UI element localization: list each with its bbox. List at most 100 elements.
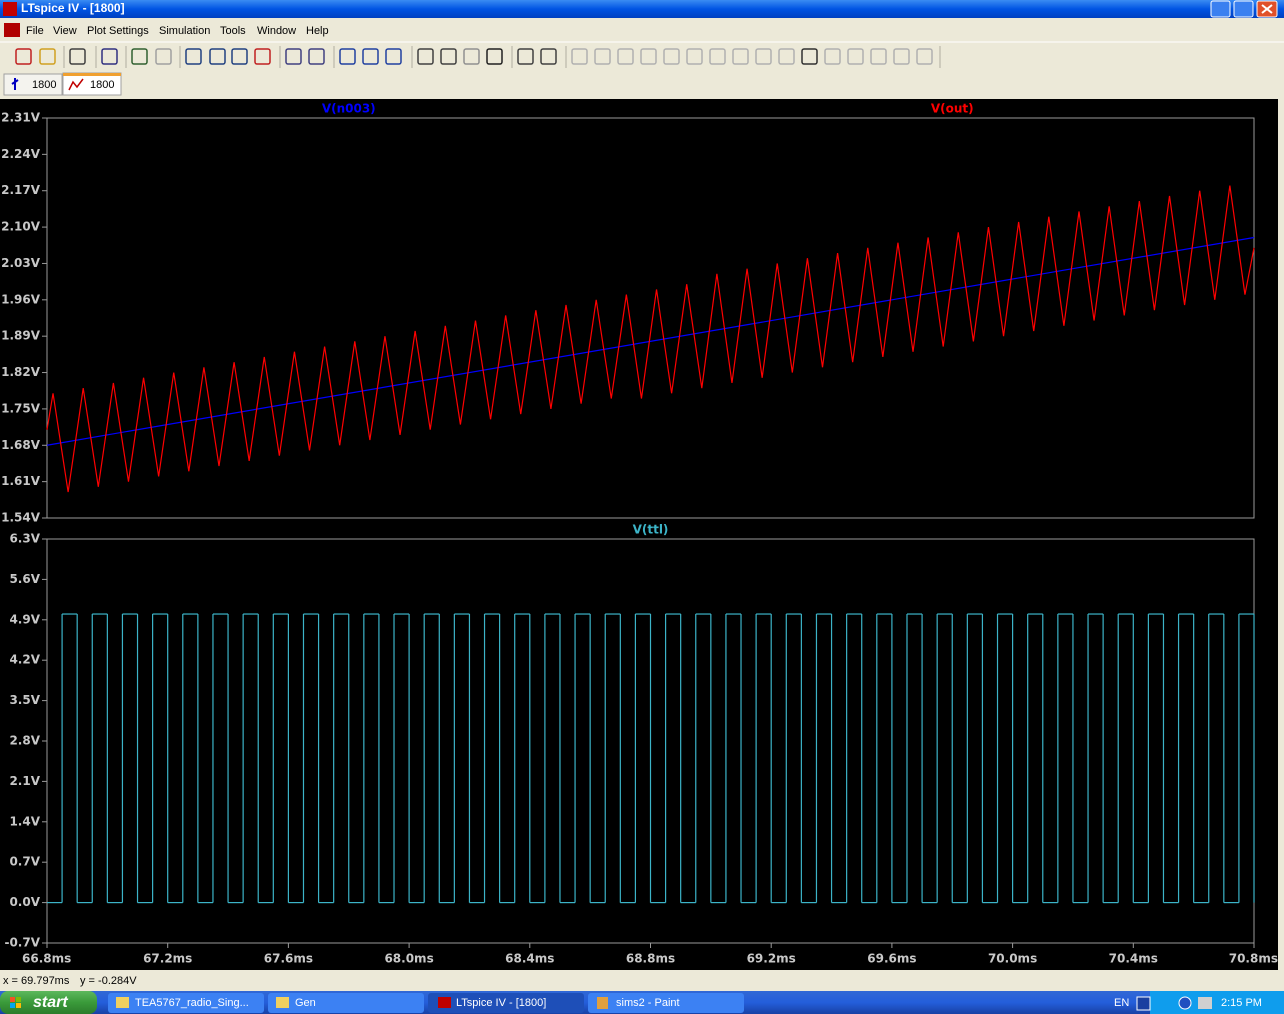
toolbar-button[interactable] <box>663 48 680 65</box>
trace <box>46 185 1255 493</box>
toolbar-button[interactable] <box>155 48 172 65</box>
toolbar-button[interactable] <box>362 48 379 65</box>
title-bar <box>0 0 1284 18</box>
menu-item[interactable]: Help <box>306 25 329 37</box>
language[interactable]: EN <box>1114 997 1129 1009</box>
x-tick-label: 68.0ms <box>384 952 433 966</box>
menu-item[interactable]: File <box>26 25 44 37</box>
task-button[interactable] <box>588 993 744 1013</box>
clock: 2:15 PM <box>1221 997 1262 1009</box>
toolbar-button[interactable] <box>285 48 302 65</box>
task-label[interactable]: sims2 - Paint <box>616 997 680 1009</box>
toolbar-button[interactable] <box>732 48 749 65</box>
status-y: y = -0.284V <box>80 975 137 987</box>
toolbar-button[interactable] <box>417 48 434 65</box>
logo <box>10 1003 15 1008</box>
toolbar-button[interactable] <box>870 48 887 65</box>
plot-frame <box>46 117 1255 519</box>
x-tick-label: 67.6ms <box>264 952 313 966</box>
tab-label[interactable]: 1800 <box>32 79 56 91</box>
menu-item[interactable]: Simulation <box>159 25 210 37</box>
toolbar-button[interactable] <box>594 48 611 65</box>
y-tick-label: 1.82V <box>1 365 41 379</box>
y-tick-label: 1.61V <box>1 474 41 488</box>
toolbar-button[interactable] <box>517 48 534 65</box>
task-label[interactable]: Gen <box>295 997 316 1009</box>
y-tick-label: 1.4V <box>9 814 40 828</box>
y-tick-label: 2.31V <box>1 111 41 125</box>
toolbar-button[interactable] <box>308 48 325 65</box>
x-tick-label: 67.2ms <box>143 952 192 966</box>
task-label[interactable]: TEA5767_radio_Sing... <box>135 997 249 1009</box>
minimize-button[interactable] <box>1210 0 1231 18</box>
help-icon[interactable] <box>1136 996 1151 1011</box>
y-tick-label: 1.96V <box>1 292 41 306</box>
plot: -0.7V 0.0V 0.7V 1.4V 2.1V 2.8V 3.5V 4.2V 4.9V 5.6… <box>4 523 1278 966</box>
tray-icon[interactable] <box>1198 997 1212 1009</box>
toolbar-button[interactable] <box>916 48 933 65</box>
toolbar-button[interactable] <box>824 48 841 65</box>
doc-icon <box>4 23 20 37</box>
y-tick-label: 6.3V <box>9 532 40 546</box>
pane-edge <box>1278 99 1284 970</box>
status-bar <box>0 971 1284 990</box>
y-tick-label: 2.24V <box>1 147 41 161</box>
start-label[interactable]: start <box>33 994 68 1011</box>
y-tick-label: -0.7V <box>4 936 40 950</box>
menu-item[interactable]: Window <box>257 25 296 37</box>
toolbar-button[interactable] <box>15 48 32 65</box>
y-tick-label: 1.75V <box>1 401 41 415</box>
toolbar-button[interactable] <box>755 48 772 65</box>
toolbar-button[interactable] <box>131 48 148 65</box>
toolbar-button[interactable] <box>185 48 202 65</box>
start-button[interactable] <box>0 991 97 1014</box>
task-button[interactable] <box>108 993 264 1013</box>
toolbar <box>0 41 1284 72</box>
tab-label[interactable]: 1800 <box>90 79 114 91</box>
y-tick-label: 0.0V <box>9 895 40 909</box>
menu-item[interactable]: Tools <box>220 25 246 37</box>
legend-label[interactable]: V(out) <box>931 102 974 116</box>
task-icon <box>438 997 451 1008</box>
toolbar-button[interactable] <box>686 48 703 65</box>
legend-label[interactable]: V(ttl) <box>633 523 669 537</box>
task-button-active[interactable] <box>428 993 584 1013</box>
legend-label[interactable]: V(n003) <box>322 102 376 116</box>
toolbar-button[interactable] <box>709 48 726 65</box>
toolbar-button[interactable] <box>801 48 818 65</box>
menu-item[interactable]: Plot Settings <box>87 25 149 37</box>
toolbar-button[interactable] <box>339 48 356 65</box>
toolbar-button[interactable] <box>69 48 86 65</box>
toolbar-button[interactable] <box>893 48 910 65</box>
toolbar-button[interactable] <box>231 48 248 65</box>
toolbar-button[interactable] <box>617 48 634 65</box>
toolbar-button[interactable] <box>39 48 56 65</box>
toolbar-button[interactable] <box>209 48 226 65</box>
tab[interactable] <box>3 73 63 96</box>
toolbar-button[interactable] <box>847 48 864 65</box>
logo <box>16 997 21 1002</box>
tray-icon[interactable] <box>1178 996 1192 1010</box>
y-tick-label: 1.54V <box>1 511 41 525</box>
toolbar-button[interactable] <box>486 48 503 65</box>
toolbar-button[interactable] <box>254 48 271 65</box>
toolbar-button[interactable] <box>440 48 457 65</box>
toolbar-button[interactable] <box>640 48 657 65</box>
task-button[interactable] <box>268 993 424 1013</box>
task-label[interactable]: LTspice IV - [1800] <box>456 997 546 1009</box>
toolbar-button[interactable] <box>101 48 118 65</box>
toolbar-button[interactable] <box>385 48 402 65</box>
toolbar-button[interactable] <box>778 48 795 65</box>
toolbar-bg <box>0 42 1284 72</box>
maximize-button[interactable] <box>1233 0 1254 18</box>
x-tick-label: 69.6ms <box>867 952 916 966</box>
toolbar-button[interactable] <box>540 48 557 65</box>
logo <box>16 1003 21 1008</box>
x-tick-label: 70.4ms <box>1109 952 1158 966</box>
close-glyph <box>1261 4 1273 14</box>
toolbar-button[interactable] <box>571 48 588 65</box>
y-tick-label: 3.5V <box>9 693 40 707</box>
menu-item[interactable]: View <box>53 25 77 37</box>
toolbar-button[interactable] <box>463 48 480 65</box>
